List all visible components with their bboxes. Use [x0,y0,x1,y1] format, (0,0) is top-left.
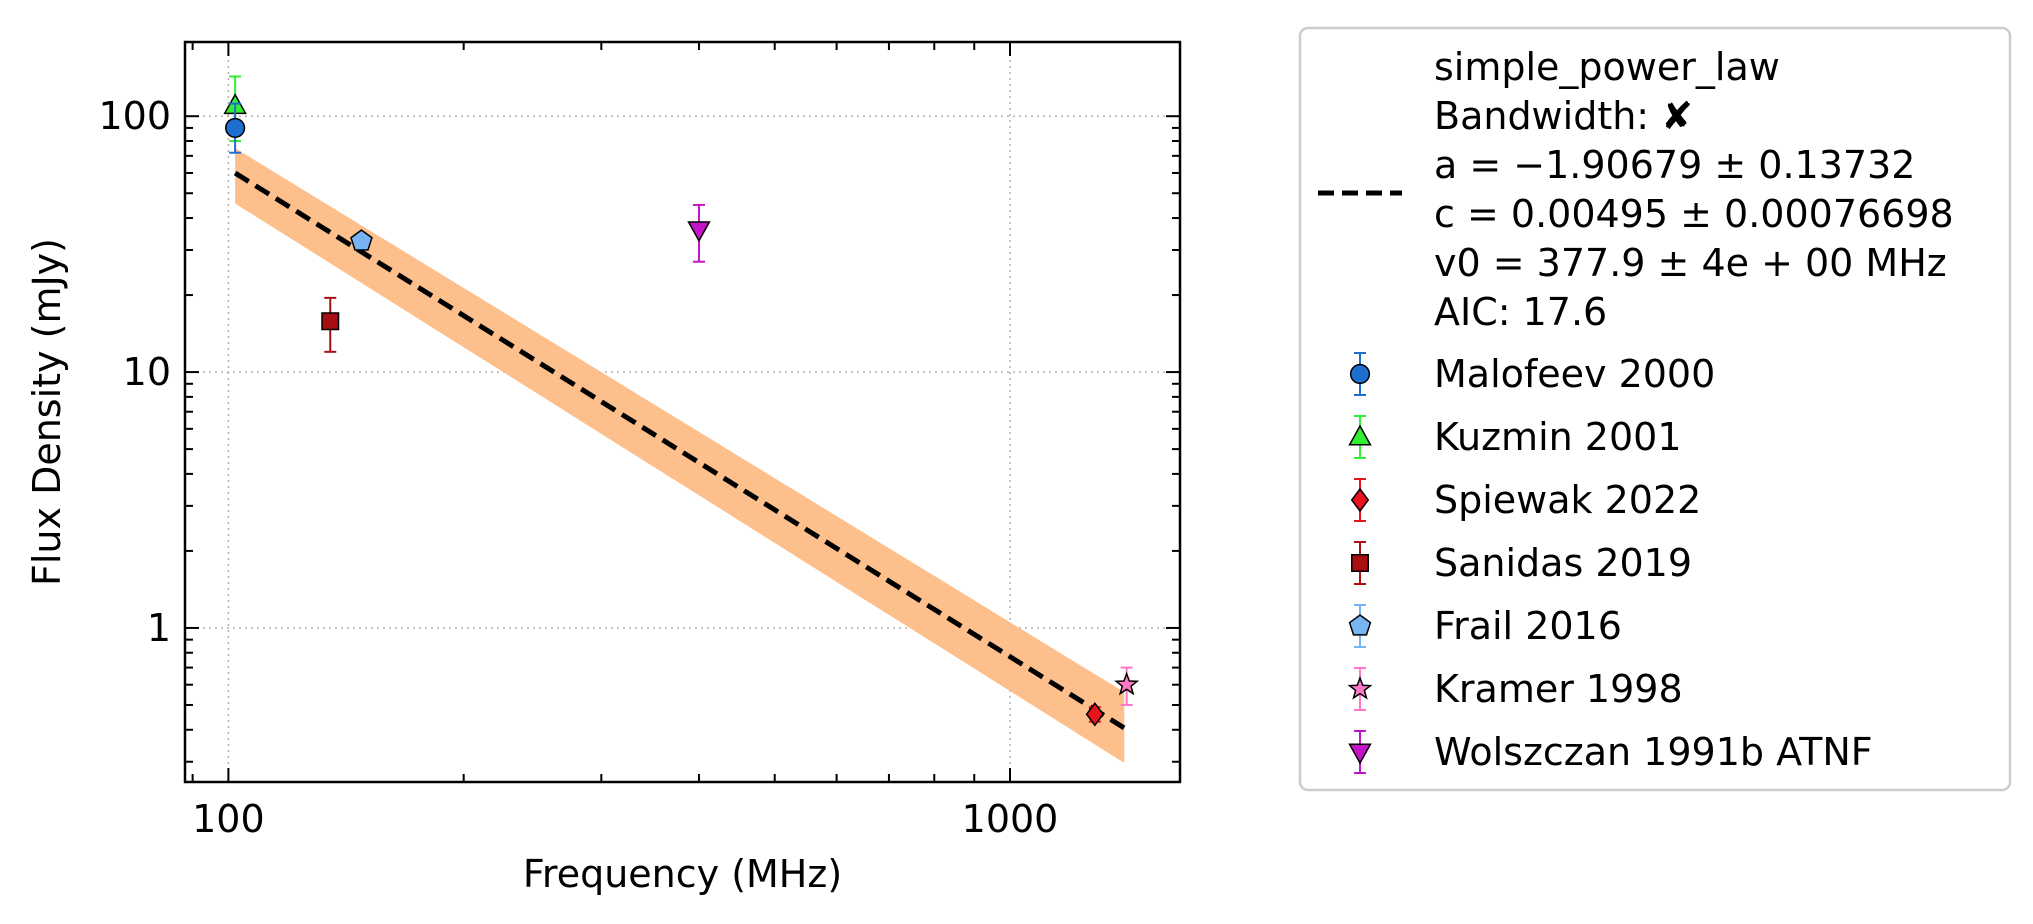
legend-fit-bandwidth: Bandwidth: ✘ [1434,94,1693,138]
legend-entry-kuzmin-2001: Kuzmin 2001 [1348,415,1682,459]
legend-label-sanidas-2019: Sanidas 2019 [1434,541,1692,585]
x-tick-label: 100 [192,797,265,841]
legend-marker-kuzmin-2001 [1348,424,1372,446]
legend-entry-wolszczan-1991b-atnf: Wolszczan 1991b ATNF [1348,730,1873,774]
legend-marker-sanidas-2019 [1351,554,1369,572]
tick-labels: 100 1000 1 10 100 [98,94,1058,841]
legend-box [1298,26,2012,792]
legend-entries: Malofeev 2000 Kuzmin 2001 Spiewak 2022 Sani… [1347,352,1873,774]
legend-marker-spiewak-2022 [1350,487,1370,513]
legend-fit-param-v0: v0 = 377.9 ± 4e + 00 MHz [1434,241,1947,285]
data-points [223,75,1140,727]
legend-marker-wolszczan-1991b-atnf [1348,743,1372,765]
x-axis-label: Frequency (MHz) [523,852,842,896]
legend-entry-sanidas-2019: Sanidas 2019 [1351,541,1692,585]
point-frail-2016 [350,229,373,251]
y-tick-label: 100 [98,94,171,138]
legend-fit-param-c: c = 0.00495 ± 0.00076698 [1434,192,1954,236]
legend-marker-malofeev-2000 [1349,363,1371,385]
legend-fit-name: simple_power_law [1434,45,1780,89]
point-kramer-1998 [1114,671,1140,696]
legend-label-wolszczan-1991b-atnf: Wolszczan 1991b ATNF [1434,730,1873,774]
point-spiewak-2022 [1085,701,1105,727]
point-wolszczan-1991b-atnf [687,221,711,243]
fit-dashed-line [233,170,1126,731]
legend-fit-aic: AIC: 17.6 [1434,290,1607,334]
legend-entry-kramer-1998: Kramer 1998 [1347,667,1683,711]
axis-ticks [185,42,1180,782]
fit-band-area [235,148,1125,763]
legend-entry-frail-2016: Frail 2016 [1348,604,1622,648]
legend-fit-param-a: a = −1.90679 ± 0.13732 [1434,143,1915,187]
legend-marker-kramer-1998 [1347,675,1373,700]
legend-entry-spiewak-2022: Spiewak 2022 [1350,478,1701,522]
legend-label-malofeev-2000: Malofeev 2000 [1434,352,1715,396]
fit-line [233,170,1126,731]
legend-label-frail-2016: Frail 2016 [1434,604,1622,648]
point-malofeev-2000 [225,117,246,139]
y-axis-label: Flux Density (mJy) [25,238,69,586]
legend-label-spiewak-2022: Spiewak 2022 [1434,478,1701,522]
y-tick-label: 1 [147,606,171,650]
legend-marker-frail-2016 [1348,614,1372,636]
legend-label-kuzmin-2001: Kuzmin 2001 [1434,415,1682,459]
legend-entry-malofeev-2000: Malofeev 2000 [1349,352,1715,396]
legend-label-kramer-1998: Kramer 1998 [1434,667,1683,711]
x-tick-label: 1000 [962,797,1059,841]
legend: simple_power_law Bandwidth: ✘ a = −1.906… [1298,26,2012,792]
fit-uncertainty-band [235,148,1125,763]
point-sanidas-2019 [321,312,340,331]
y-tick-label: 10 [123,350,171,394]
